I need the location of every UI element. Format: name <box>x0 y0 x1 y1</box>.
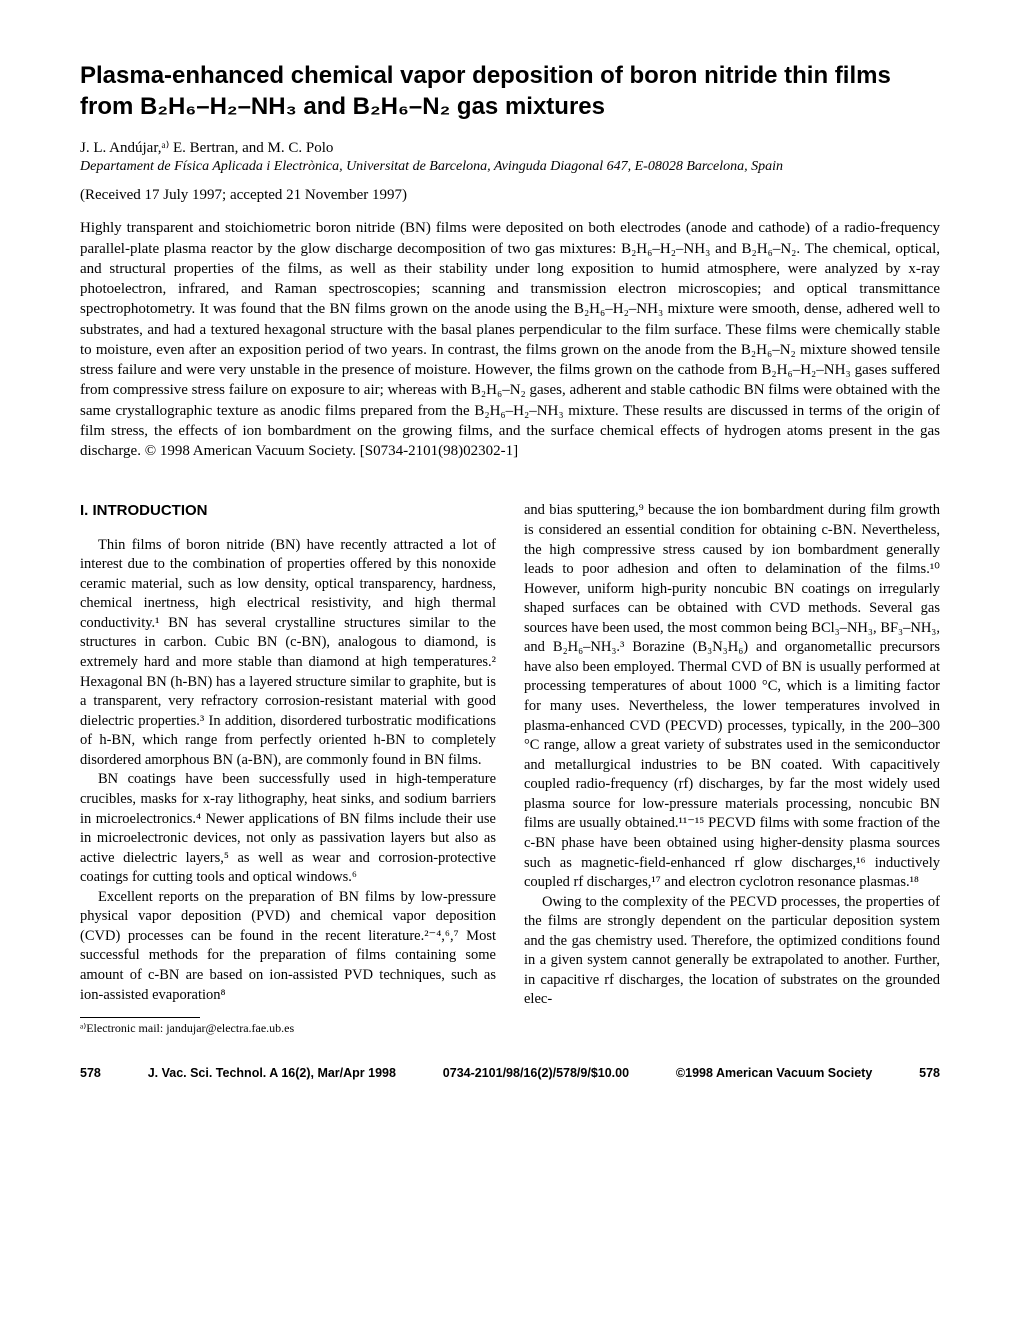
column-right: and bias sputtering,⁹ because the ion bo… <box>524 501 940 1036</box>
column-left: I. INTRODUCTION Thin films of boron nitr… <box>80 501 496 1036</box>
affiliation: Departament de Física Aplicada i Electrò… <box>80 159 940 175</box>
page-number-left: 578 <box>80 1066 101 1080</box>
body-columns: I. INTRODUCTION Thin films of boron nitr… <box>80 501 940 1036</box>
paragraph: Owing to the complexity of the PECVD pro… <box>524 893 940 1010</box>
copyright: ©1998 American Vacuum Society <box>676 1066 872 1080</box>
footnote: ᵃ⁾Electronic mail: jandujar@electra.fae.… <box>80 1020 496 1036</box>
abstract: Highly transparent and stoichiometric bo… <box>80 218 940 461</box>
page-number-right: 578 <box>919 1066 940 1080</box>
paragraph: and bias sputtering,⁹ because the ion bo… <box>524 501 940 892</box>
footnote-rule <box>80 1017 200 1018</box>
journal-info: J. Vac. Sci. Technol. A 16(2), Mar/Apr 1… <box>148 1066 396 1080</box>
paragraph: BN coatings have been successfully used … <box>80 770 496 887</box>
dates-received: (Received 17 July 1997; accepted 21 Nove… <box>80 187 940 204</box>
page-footer: 578 J. Vac. Sci. Technol. A 16(2), Mar/A… <box>80 1066 940 1080</box>
paragraph: Excellent reports on the preparation of … <box>80 888 496 1005</box>
section-heading-intro: I. INTRODUCTION <box>80 501 496 521</box>
authors: J. L. Andújar,ᵃ⁾ E. Bertran, and M. C. P… <box>80 138 940 157</box>
article-title: Plasma-enhanced chemical vapor depositio… <box>80 60 940 122</box>
issn-info: 0734-2101/98/16(2)/578/9/$10.00 <box>443 1066 629 1080</box>
paragraph: Thin films of boron nitride (BN) have re… <box>80 536 496 771</box>
